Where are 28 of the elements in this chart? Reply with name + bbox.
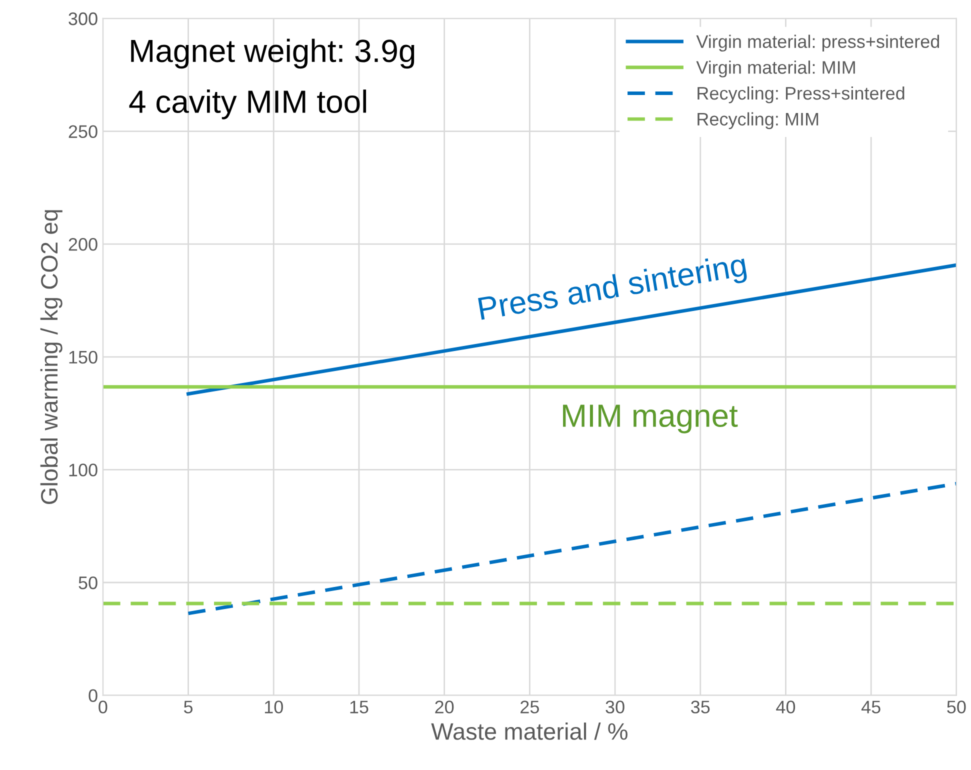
y-tick-label: 50 (78, 576, 98, 590)
x-tick-label: 15 (350, 700, 368, 714)
x-tick-label: 40 (776, 700, 796, 714)
annotation: Press and sintering (478, 252, 748, 326)
annotation: 4 cavity MIM tool (129, 90, 366, 120)
x-tick-label: 30 (606, 700, 624, 714)
y-tick-label: 150 (69, 350, 98, 364)
x-tick-label: 45 (861, 700, 880, 714)
legend-label: Recycling: Press+sintered (698, 86, 904, 104)
y-tick-label: 300 (68, 12, 98, 26)
legend-label: Virgin material: press+sintered (696, 34, 940, 52)
x-tick-label: 20 (435, 700, 454, 714)
x-tick-label: 25 (520, 700, 539, 714)
x-tick-label: 5 (184, 700, 193, 714)
x-tick-label: 10 (264, 700, 283, 714)
x-tick-label: 0 (98, 700, 108, 714)
legend-label: Virgin material: MIM (696, 60, 855, 78)
annotation: MIM magnet (563, 404, 738, 434)
y-tick-label: 250 (68, 125, 98, 138)
x-tick-label: 35 (691, 700, 710, 714)
annotation: Magnet weight: 3.9g (131, 38, 414, 69)
y-tick-label: 0 (88, 689, 98, 702)
y-tick-label: 100 (69, 464, 98, 476)
legend-label: Recycling: MIM (698, 112, 818, 130)
x-tick-label: 50 (947, 700, 966, 714)
x-axis-title: Waste material / % (431, 722, 628, 740)
y-tick-label: 200 (68, 238, 98, 251)
y-axis-title: Global warming / kg CO2 eq (40, 210, 62, 504)
